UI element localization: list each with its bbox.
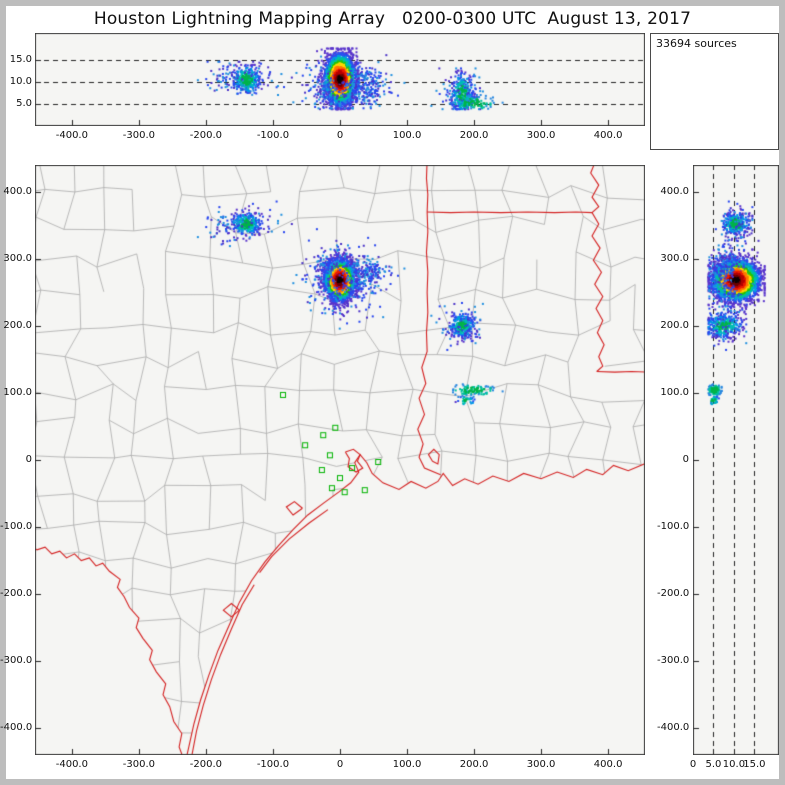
plot-title: Houston Lightning Mapping Array 0200-030…: [93, 9, 692, 29]
source-count-panel: 33694 sources: [650, 33, 779, 150]
ew-tick-label-main: -100.0: [256, 759, 290, 770]
ns-tick-label-main: 100.0: [3, 386, 32, 398]
ns-tick-label-main: -100.0: [0, 521, 33, 533]
ew-tick-label-main: 200.0: [459, 759, 489, 770]
ew-tick-label-main: -200.0: [189, 759, 223, 770]
ns-tick-label-main: 200.0: [3, 319, 32, 331]
ew-tick-label-main: 300.0: [526, 759, 556, 770]
source-count-text: 33694 sources: [656, 37, 737, 50]
ew-tick-label-main: 0: [336, 759, 344, 770]
ew-tick-label-top: 400.0: [593, 130, 623, 141]
ns-tick-label-right: -200.0: [657, 588, 690, 600]
ns-tick-label-right: 300.0: [660, 252, 689, 264]
ns-tick-label-right: -100.0: [657, 521, 690, 533]
ew-tick-label-top: 0: [336, 130, 344, 141]
ew-tick-label-top: -400.0: [55, 130, 88, 141]
ns-tick-label-main: -400.0: [0, 722, 33, 734]
ew-tick-label-top: -200.0: [189, 130, 223, 141]
ns-tick-label-right: 0: [682, 454, 689, 465]
alt-tick-label-right: 0: [689, 759, 697, 770]
ew-tick-label-top: 200.0: [459, 130, 489, 141]
ns-tick-label-right: 400.0: [660, 185, 689, 197]
alt-tick-label-top: 10.0: [9, 75, 32, 87]
ew-tick-label-main: -300.0: [122, 759, 156, 770]
ew-tick-label-main: -400.0: [55, 759, 88, 770]
ns-tick-label-right: 200.0: [660, 319, 689, 331]
ns-tick-label-main: 0: [25, 454, 32, 465]
alt-tick-label-top: 5.0: [16, 97, 32, 109]
ew-tick-label-top: 300.0: [526, 130, 556, 141]
ns-tick-label-main: 400.0: [3, 185, 32, 197]
ew-tick-label-top: -300.0: [122, 130, 156, 141]
ew-tick-label-top: 100.0: [392, 130, 422, 141]
alt-tick-label-right: 5.0: [705, 759, 722, 770]
alt-tick-label-right: 15.0: [743, 759, 766, 770]
ew-tick-label-main: 400.0: [593, 759, 623, 770]
ns-tick-label-main: -200.0: [0, 588, 33, 600]
ew-altitude-canvas: [35, 33, 645, 126]
alt-tick-label-top: 15.0: [9, 53, 32, 65]
ew-tick-label-top: -100.0: [256, 130, 290, 141]
ns-tick-label-right: 100.0: [660, 386, 689, 398]
ew-tick-label-main: 100.0: [392, 759, 422, 770]
ns-altitude-canvas: [693, 165, 779, 755]
alt-tick-label-right: 10.0: [722, 759, 746, 770]
ns-tick-label-main: -300.0: [0, 655, 33, 667]
ns-tick-label-right: -400.0: [657, 722, 690, 734]
plan-view-canvas: [35, 165, 645, 755]
ns-tick-label-right: -300.0: [657, 655, 690, 667]
ns-tick-label-main: 300.0: [3, 252, 32, 264]
